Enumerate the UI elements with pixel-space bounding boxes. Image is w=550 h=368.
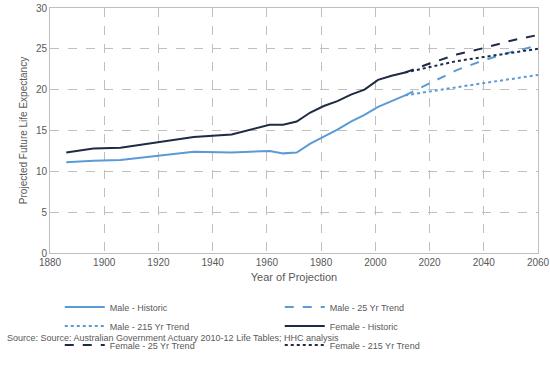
svg-text:1960: 1960	[256, 257, 279, 268]
svg-text:20: 20	[36, 84, 48, 95]
svg-text:Female - 215 Yr Trend: Female - 215 Yr Trend	[330, 341, 420, 351]
svg-text:1980: 1980	[310, 257, 333, 268]
svg-text:10: 10	[36, 166, 48, 177]
svg-text:Female - Historic: Female - Historic	[330, 322, 399, 332]
svg-text:Male - 215 Yr Trend: Male - 215 Yr Trend	[110, 322, 189, 332]
svg-text:1900: 1900	[93, 257, 116, 268]
svg-text:5: 5	[41, 207, 47, 218]
svg-text:Source: Source: Australian Gov: Source: Source: Australian Government Ac…	[7, 333, 339, 343]
svg-text:Female - 25 Yr Trend: Female - 25 Yr Trend	[110, 341, 195, 351]
svg-text:2000: 2000	[364, 257, 387, 268]
svg-text:2020: 2020	[418, 257, 441, 268]
svg-text:30: 30	[36, 3, 48, 14]
svg-text:Male - 25 Yr Trend: Male - 25 Yr Trend	[330, 303, 404, 313]
svg-text:0: 0	[41, 248, 47, 259]
svg-text:2060: 2060	[527, 257, 550, 268]
svg-text:Projected Future Life Expectan: Projected Future Life Expectancy	[18, 57, 29, 204]
svg-text:1940: 1940	[202, 257, 225, 268]
svg-text:Year of Projection: Year of Projection	[251, 271, 337, 283]
svg-text:25: 25	[36, 43, 48, 54]
svg-text:2040: 2040	[473, 257, 496, 268]
svg-text:Male - Historic: Male - Historic	[110, 303, 168, 313]
svg-text:1880: 1880	[39, 257, 62, 268]
svg-text:1920: 1920	[147, 257, 170, 268]
svg-text:15: 15	[36, 125, 48, 136]
